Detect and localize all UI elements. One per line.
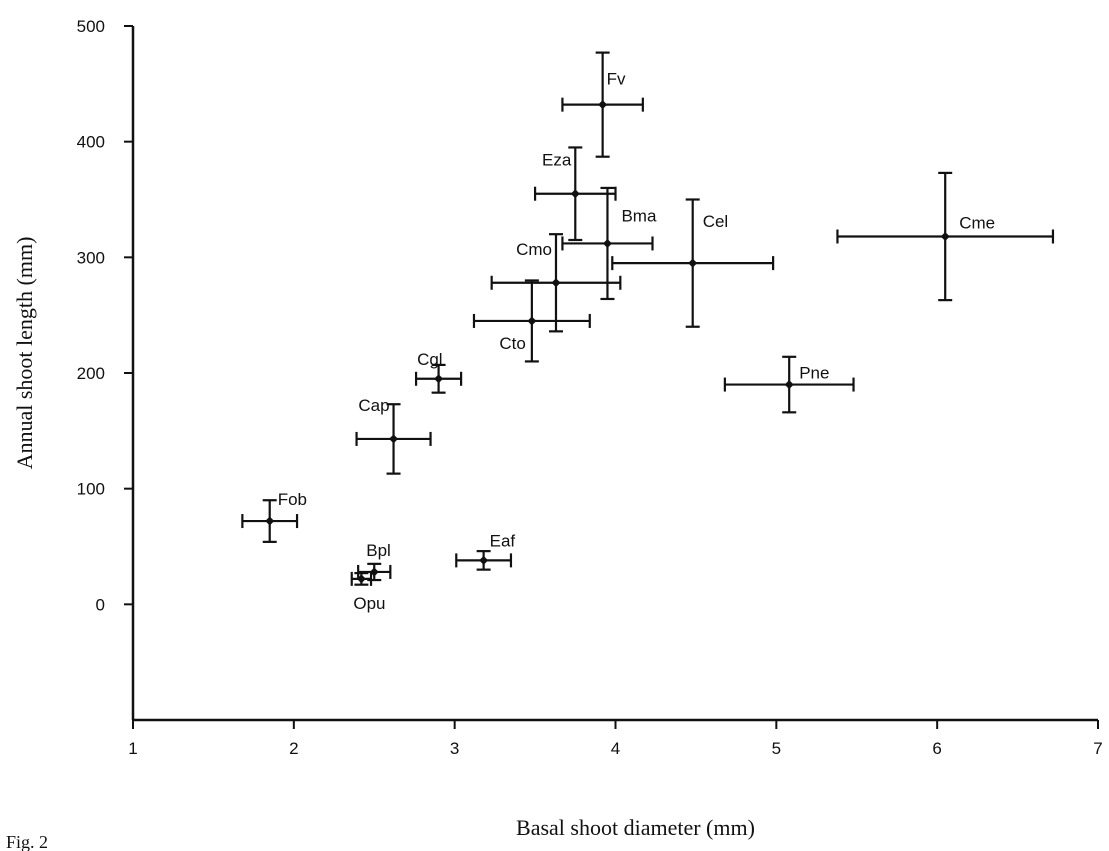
x-tick-label: 3 — [450, 739, 459, 758]
y-tick-label: 0 — [96, 595, 105, 614]
x-tick-label: 4 — [611, 739, 620, 758]
y-tick-label: 400 — [77, 133, 105, 152]
data-point-marker — [940, 232, 950, 242]
x-axis-title: Basal shoot diameter (mm) — [516, 815, 755, 840]
point-label: Eaf — [490, 531, 516, 550]
data-point-marker — [527, 316, 537, 326]
point-label: Fob — [278, 490, 307, 509]
data-points: Fv Eza Bma Cel Cme Cmo Cto Cgl Pne Cap Fob Eaf Bpl Op… — [241, 51, 1055, 613]
y-tick-label: 100 — [77, 480, 105, 499]
data-point-group: Opu — [350, 571, 386, 613]
data-point-group: Cgl — [414, 350, 463, 394]
data-point-marker — [570, 189, 580, 199]
point-label: Bma — [621, 206, 657, 225]
point-label: Pne — [799, 364, 829, 383]
data-point-marker — [598, 100, 608, 110]
point-label: Cap — [358, 396, 389, 415]
point-label: Cme — [959, 214, 995, 233]
data-point-group: Fv — [561, 51, 644, 158]
point-label: Cto — [499, 334, 525, 353]
x-tick-label: 1 — [128, 739, 137, 758]
point-label: Cgl — [417, 350, 443, 369]
data-point-marker — [784, 380, 794, 390]
y-tick-label: 300 — [77, 248, 105, 267]
y-ticks: 0 100 200 300 400 500 — [77, 17, 133, 614]
x-tick-label: 5 — [772, 739, 781, 758]
data-point-group: Eza — [533, 146, 617, 242]
data-point-marker — [389, 434, 399, 444]
data-point-group: Cel — [611, 198, 775, 328]
point-label: Eza — [542, 151, 572, 170]
data-point-marker — [356, 574, 366, 584]
data-point-marker — [434, 374, 444, 384]
x-tick-label: 7 — [1093, 739, 1102, 758]
y-tick-label: 500 — [77, 17, 105, 36]
x-ticks: 1 2 3 4 5 6 7 — [128, 720, 1103, 758]
data-point-group: Fob — [241, 490, 307, 543]
point-label: Cel — [703, 212, 729, 231]
data-point-group: Bpl — [357, 541, 392, 582]
point-label: Bpl — [366, 541, 391, 560]
data-point-marker — [602, 238, 612, 248]
data-point-group: Eaf — [455, 531, 516, 571]
data-point-group: Cto — [472, 279, 591, 363]
data-point-group: Pne — [723, 355, 855, 414]
x-tick-label: 2 — [289, 739, 298, 758]
data-point-marker — [551, 278, 561, 288]
figure-caption: Fig. 2 — [6, 832, 48, 851]
x-tick-label: 6 — [932, 739, 941, 758]
data-point-marker — [688, 258, 698, 268]
y-tick-label: 200 — [77, 364, 105, 383]
data-point-marker — [479, 555, 489, 565]
data-point-group: Cme — [836, 171, 1055, 302]
point-label: Fv — [607, 70, 626, 89]
y-axis-title: Annual shoot length (mm) — [12, 237, 37, 470]
data-point-group: Cmo — [490, 233, 622, 333]
point-label: Opu — [353, 594, 385, 613]
data-point-group: Cap — [355, 396, 432, 475]
point-label: Cmo — [516, 240, 552, 259]
data-point-group: Bma — [561, 186, 657, 301]
axes — [131, 26, 1098, 722]
data-point-marker — [265, 516, 275, 526]
